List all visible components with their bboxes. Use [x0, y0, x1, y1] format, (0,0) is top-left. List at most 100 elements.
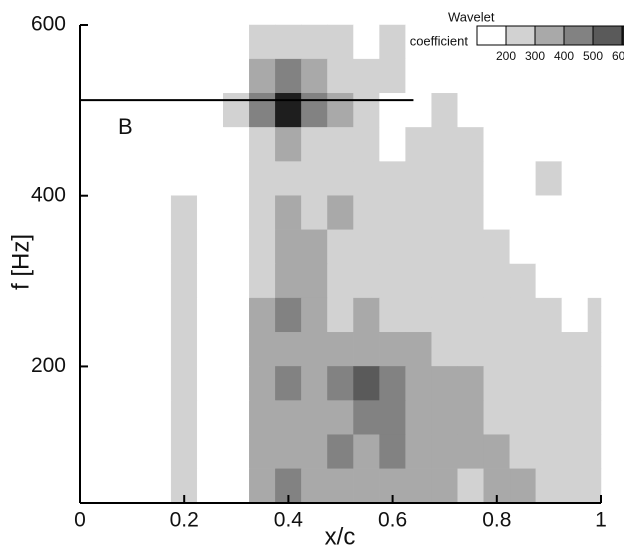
contour-cell: [587, 93, 602, 128]
y-tick-label: 200: [31, 354, 66, 377]
contour-cell: [249, 434, 276, 470]
contour-cell: [118, 332, 146, 367]
contour-cell: [431, 93, 458, 128]
contour-cell: [405, 93, 432, 128]
contour-cell: [170, 297, 198, 333]
contour-cell: [223, 24, 250, 60]
contour-cell: [170, 24, 198, 60]
contour-cell: [118, 161, 146, 196]
contour-cell: [483, 297, 511, 333]
contour-cell: [431, 263, 458, 299]
contour-cell: [249, 400, 276, 435]
contour-cell: [301, 58, 328, 94]
contour-cell: [353, 366, 380, 401]
contour-cell: [535, 468, 563, 504]
x-tick-label: 0.6: [378, 509, 407, 532]
contour-cell: [118, 229, 146, 265]
contour-cell: [92, 434, 120, 470]
x-tick-label: 0.2: [170, 509, 199, 532]
contour-cell: [457, 468, 485, 504]
contour-cell: [79, 161, 94, 196]
contour-cell: [79, 434, 94, 470]
contour-cell: [535, 263, 563, 299]
contour-cell: [327, 24, 354, 60]
contour-cell: [92, 400, 120, 435]
contour-cell: [561, 229, 589, 265]
contour-cell: [457, 434, 485, 470]
colorbar-swatch: [476, 25, 507, 46]
contour-cell: [587, 263, 602, 299]
contour-cell: [457, 297, 485, 333]
contour-cell: [79, 127, 94, 162]
contour-cell: [170, 332, 198, 367]
contour-cell: [79, 332, 94, 367]
contour-cell: [223, 263, 250, 299]
contour-cell: [249, 58, 276, 94]
contour-cell: [353, 468, 380, 504]
contour-cell: [535, 161, 563, 196]
colorbar-swatch: [621, 25, 624, 46]
contour-cell: [457, 93, 485, 128]
contour-cell: [144, 297, 172, 333]
contour-cell: [144, 400, 172, 435]
x-tick-label: 0.4: [274, 509, 304, 532]
contour-cell: [79, 297, 94, 333]
contour-cell: [275, 58, 302, 94]
contour-cell: [535, 297, 563, 333]
contour-cell: [509, 127, 537, 162]
contour-cell: [587, 161, 602, 196]
y-tick-label: 400: [31, 183, 66, 206]
contour-cell: [431, 400, 458, 435]
contour-cell: [353, 195, 380, 231]
contour-cell: [587, 229, 602, 265]
contour-cell: [327, 332, 354, 367]
contour-cell: [561, 127, 589, 162]
contour-cell: [301, 468, 328, 504]
contour-cell: [92, 161, 120, 196]
contour-cell: [79, 263, 94, 299]
contour-cell: [405, 229, 432, 265]
contour-cell: [327, 93, 354, 128]
contour-cell: [431, 434, 458, 470]
contour-cell: [301, 366, 328, 401]
contour-cell: [587, 400, 602, 435]
contour-cell: [405, 263, 432, 299]
contour-cell: [483, 127, 511, 162]
contour-cell: [79, 229, 94, 265]
contour-cell: [301, 24, 328, 60]
contour-cell: [144, 24, 172, 60]
contour-cell: [118, 434, 146, 470]
contour-cell: [79, 366, 94, 401]
contour-cell: [431, 332, 458, 367]
contour-cell: [275, 229, 302, 265]
contour-cell: [79, 195, 94, 231]
contour-cell: [509, 400, 537, 435]
contour-cell: [118, 58, 146, 94]
colorbar-label: 300: [525, 49, 545, 63]
contour-cell: [535, 366, 563, 401]
contour-cell: [118, 93, 146, 128]
contour-cell: [144, 434, 172, 470]
contour-cell: [379, 263, 406, 299]
contour-cell: [379, 127, 406, 162]
contour-cell: [118, 297, 146, 333]
contour-cell: [170, 366, 198, 401]
contour-cell: [196, 93, 224, 128]
contour-cell: [431, 161, 458, 196]
contour-cell: [457, 229, 485, 265]
contour-cell: [353, 332, 380, 367]
contour-cell: [509, 161, 537, 196]
contour-cell: [405, 58, 432, 94]
contour-cell: [327, 400, 354, 435]
contour-cell: [379, 161, 406, 196]
contour-cell: [196, 434, 224, 470]
contour-cell: [405, 161, 432, 196]
contour-cell: [275, 24, 302, 60]
contour-cell: [379, 332, 406, 367]
contour-cell: [405, 366, 432, 401]
contour-cell: [327, 195, 354, 231]
contour-cell: [92, 195, 120, 231]
contour-cell: [92, 332, 120, 367]
contour-cell: [483, 229, 511, 265]
contour-cell: [170, 434, 198, 470]
